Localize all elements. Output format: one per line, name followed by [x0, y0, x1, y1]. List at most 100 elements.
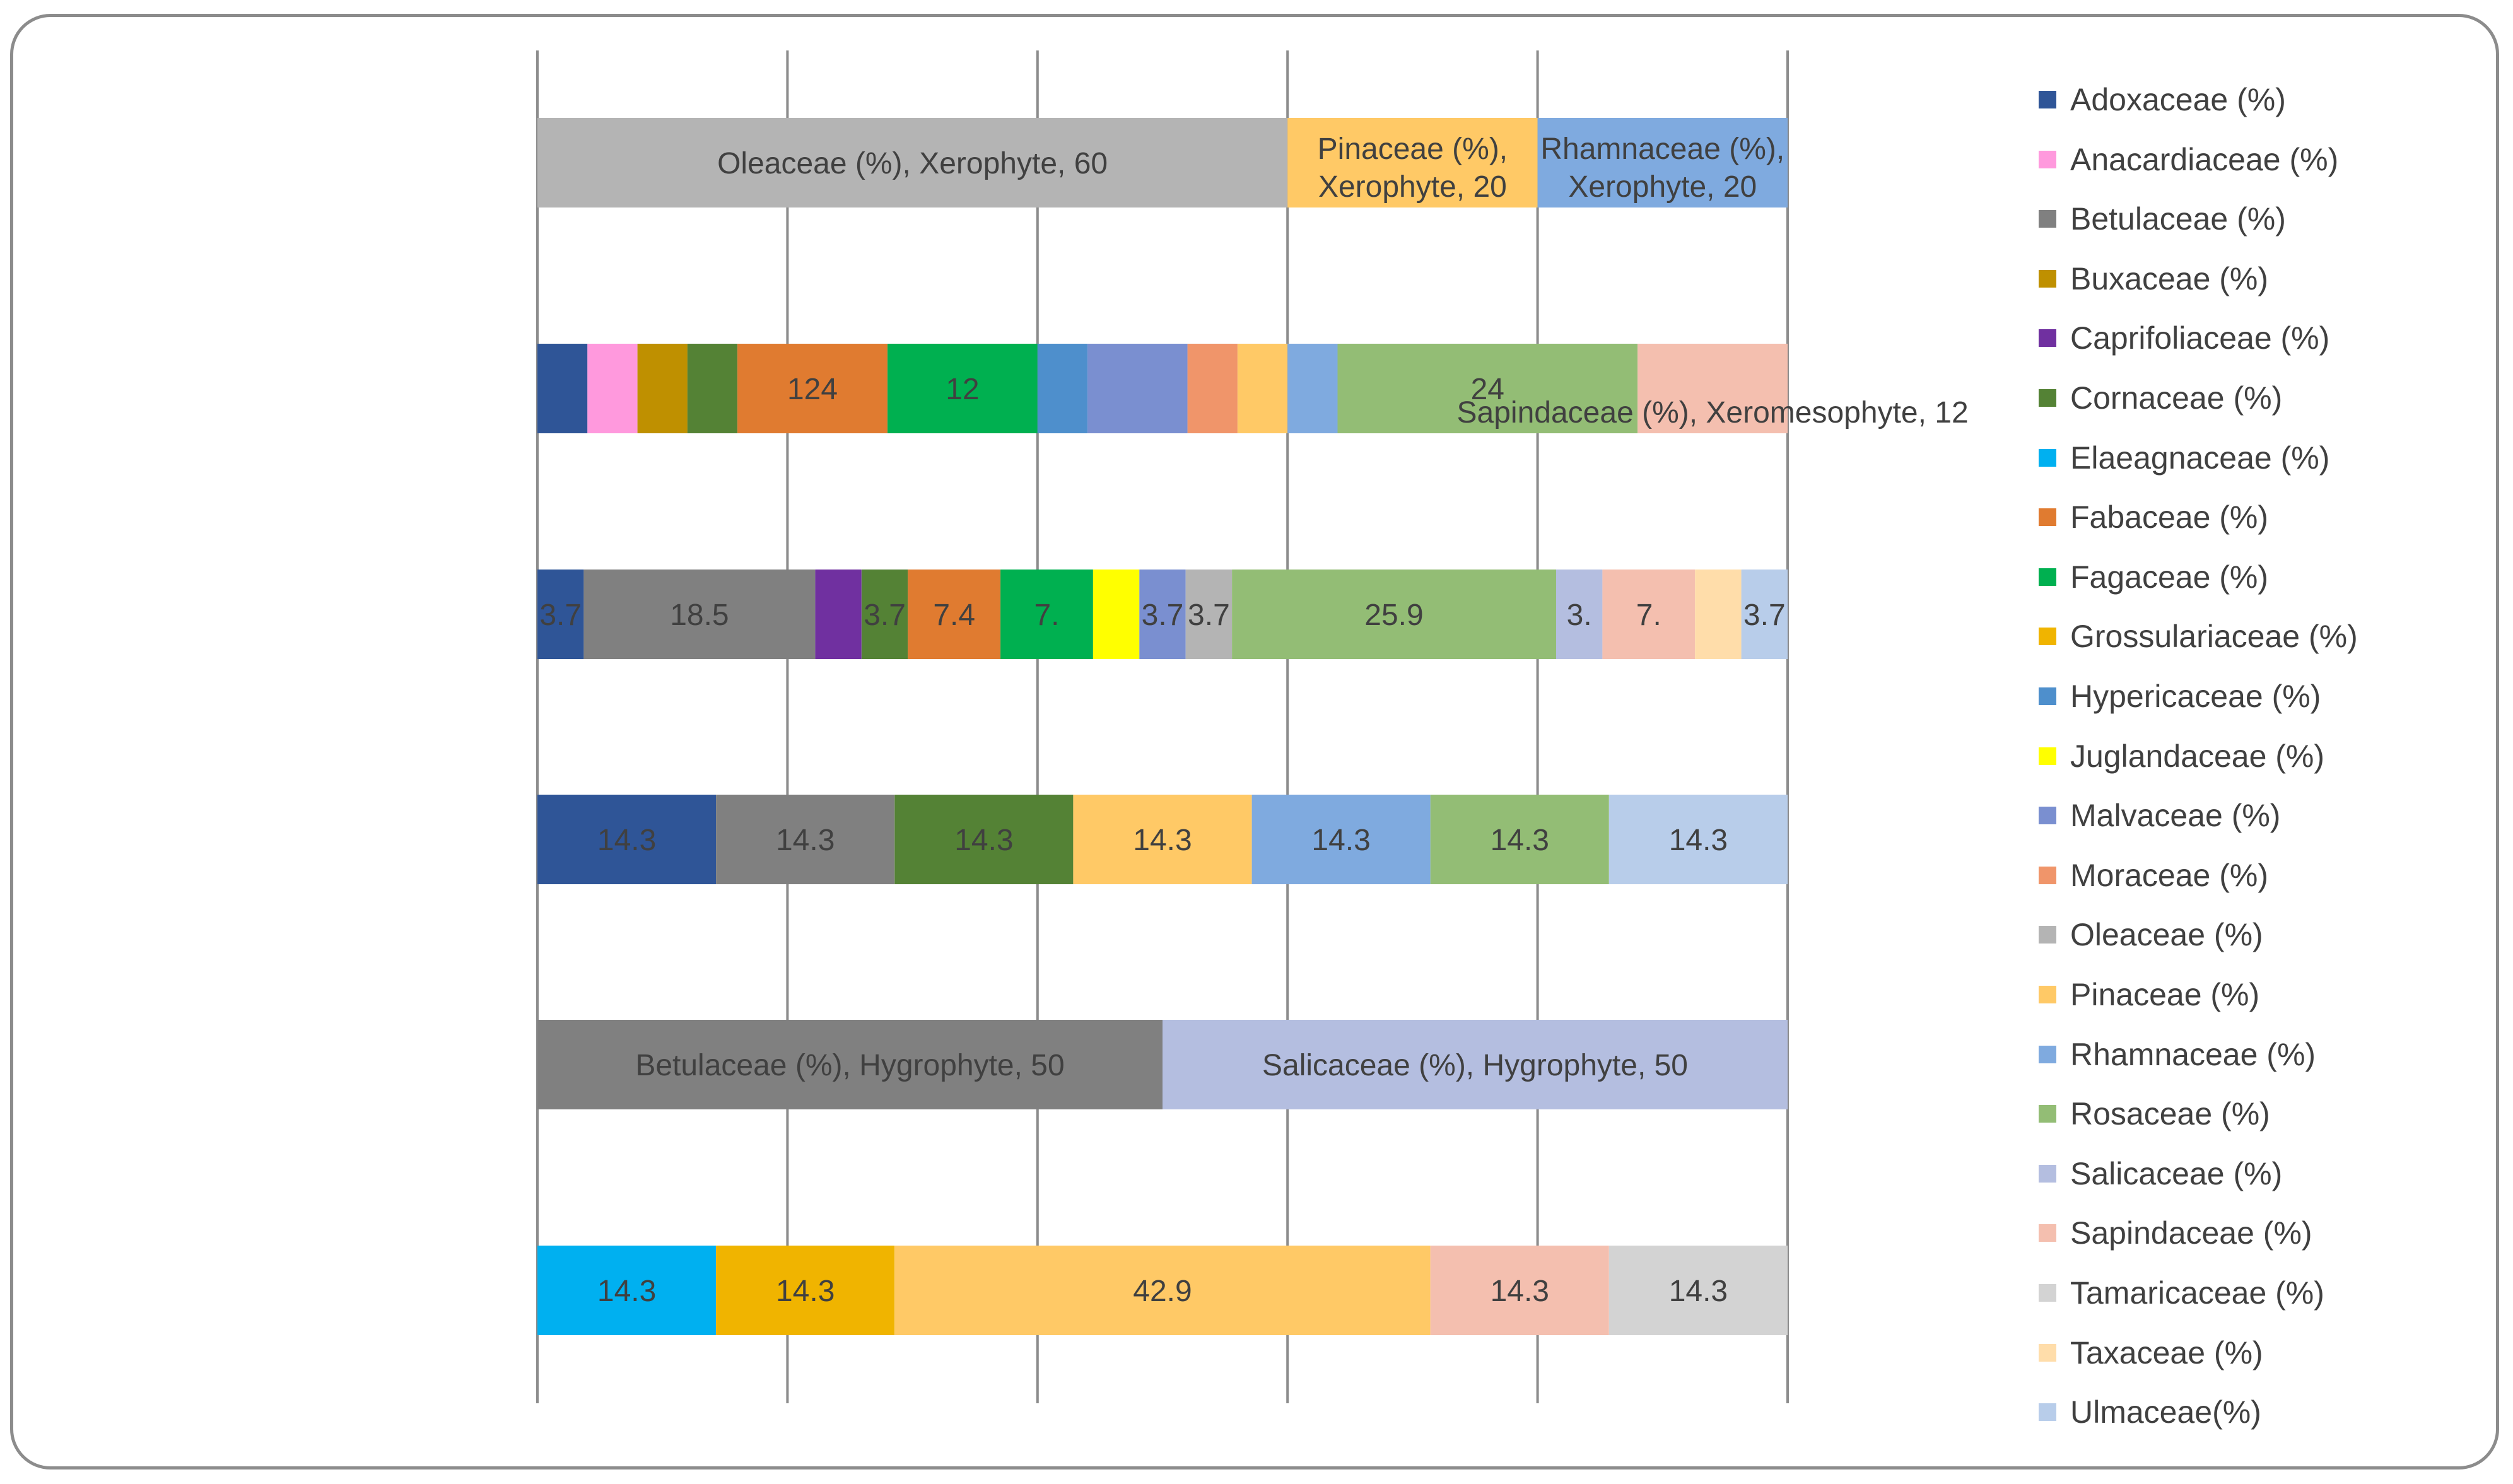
bar-segment — [1163, 1020, 1788, 1109]
legend-item: Juglandaceae (%) — [2039, 737, 2324, 775]
legend-item: Sapindaceae (%) — [2039, 1214, 2312, 1252]
bar-segment — [537, 795, 717, 884]
legend-item: Betulaceae (%) — [2039, 200, 2286, 238]
legend-swatch — [2039, 91, 2056, 108]
bar-segment — [894, 795, 1074, 884]
data-label: 3.7 — [1142, 599, 1184, 632]
legend-item: Hypericaceae (%) — [2039, 677, 2321, 715]
bar-segment — [1251, 795, 1431, 884]
legend-label: Cornaceae (%) — [2070, 380, 2283, 416]
legend-item: Cornaceae (%) — [2039, 379, 2282, 417]
legend-item: Elaeagnaceae (%) — [2039, 439, 2329, 477]
data-label: 3. — [1567, 599, 1592, 632]
bar-segment — [587, 344, 638, 433]
legend-item: Moraceae (%) — [2039, 856, 2268, 894]
data-label: 14.3 — [597, 1275, 656, 1308]
data-label: 14.3 — [776, 824, 835, 857]
data-label: 124 — [787, 373, 838, 406]
legend-item: Rosaceae (%) — [2039, 1095, 2270, 1133]
data-label: 14.3 — [1133, 824, 1192, 857]
legend-label: Adoxaceae (%) — [2070, 82, 2286, 117]
legend-swatch — [2039, 926, 2056, 944]
legend-swatch — [2039, 807, 2056, 825]
bar-segment — [1608, 1246, 1788, 1335]
data-label: Sapindaceae (%), Xeromesophyte, 12 — [1457, 396, 1969, 429]
bar-segment — [1187, 344, 1238, 433]
legend-label: Rhamnaceae (%) — [2070, 1036, 2316, 1072]
data-label: 7.4 — [933, 599, 975, 632]
legend-label: Tamaricaceae (%) — [2070, 1275, 2324, 1311]
bar-segment — [716, 795, 895, 884]
bar-segment — [537, 1020, 1163, 1109]
legend-label: Anacardiaceae (%) — [2070, 141, 2339, 177]
bar-segment — [1337, 344, 1638, 433]
legend-swatch — [2039, 1105, 2056, 1123]
data-label: 3.7 — [1188, 599, 1230, 632]
legend-item: Buxaceae (%) — [2039, 260, 2268, 298]
legend-label: Buxaceae (%) — [2070, 260, 2269, 296]
legend-item: Fagaceae (%) — [2039, 558, 2268, 596]
legend-swatch — [2039, 150, 2056, 168]
bar-rows — [537, 118, 1788, 1335]
bar-segment — [737, 344, 887, 433]
legend-label: Oleaceae (%) — [2070, 917, 2263, 953]
bar-segment — [861, 570, 908, 659]
legend-item: Pinaceae (%) — [2039, 976, 2259, 1014]
legend-label: Sapindaceae (%) — [2070, 1215, 2312, 1251]
chart-frame — [10, 14, 2499, 1469]
legend-item: Salicaceae (%) — [2039, 1155, 2282, 1193]
bar-segment — [1608, 795, 1788, 884]
data-labels: Oleaceae (%), Xerophyte, 60 Pinaceae (%),… — [539, 132, 1968, 1308]
data-label: 7. — [1034, 599, 1059, 632]
legend-label: Malvaceae (%) — [2070, 798, 2281, 834]
legend-swatch — [2039, 1045, 2056, 1063]
legend-swatch — [2039, 687, 2056, 705]
legend-item: Caprifoliaceae (%) — [2039, 319, 2329, 357]
legend-label: Taxaceae (%) — [2070, 1335, 2263, 1370]
bar-segment — [1073, 795, 1252, 884]
bar-segment — [537, 344, 588, 433]
legend-swatch — [2039, 628, 2056, 646]
legend-label: Juglandaceae (%) — [2070, 738, 2325, 774]
legend-item: Adoxaceae (%) — [2039, 81, 2286, 119]
data-label: 42.9 — [1133, 1275, 1192, 1308]
bar-segment — [908, 570, 1001, 659]
legend-item: Ulmaceae(%) — [2039, 1393, 2261, 1431]
bar-segment — [1000, 570, 1093, 659]
data-label: 7. — [1636, 599, 1661, 632]
legend-swatch — [2039, 866, 2056, 884]
bar-segment — [894, 1246, 1431, 1335]
bar-segment — [716, 1246, 895, 1335]
legend-swatch — [2039, 1403, 2056, 1422]
bar-segment — [1537, 118, 1788, 207]
legend-swatch — [2039, 568, 2056, 586]
bar-segment — [537, 570, 584, 659]
data-label: 3.7 — [1743, 599, 1786, 632]
legend-item: Oleaceae (%) — [2039, 916, 2263, 954]
bar-segment — [1637, 344, 1788, 433]
legend-swatch — [2039, 1224, 2056, 1242]
legend-label: Moraceae (%) — [2070, 857, 2268, 893]
bar-segment — [1037, 344, 1088, 433]
data-label: 14.3 — [1311, 824, 1370, 857]
bar-segment — [1287, 344, 1338, 433]
legend-label: Salicaceae (%) — [2070, 1155, 2283, 1191]
legend-item: Taxaceae (%) — [2039, 1334, 2263, 1372]
legend-label: Grossulariaceae (%) — [2070, 619, 2358, 655]
bar-segment — [1185, 570, 1233, 659]
data-label: 25.9 — [1364, 599, 1423, 632]
bar-segment — [1741, 570, 1788, 659]
bar-segment — [1087, 344, 1188, 433]
legend-item: Rhamnaceae (%) — [2039, 1036, 2316, 1073]
bar-segment — [1139, 570, 1186, 659]
bar-segment — [1556, 570, 1603, 659]
bar-segment — [1092, 570, 1140, 659]
legend-item: Anacardiaceae (%) — [2039, 141, 2338, 178]
bar-segment — [1430, 1246, 1609, 1335]
bar-segment — [1602, 570, 1696, 659]
data-label: 14.3 — [954, 824, 1013, 857]
data-label: Oleaceae (%), Xerophyte, 60 — [717, 147, 1108, 180]
bar-segment — [1232, 570, 1556, 659]
legend-swatch — [2039, 269, 2056, 288]
bar-segment — [1695, 570, 1742, 659]
